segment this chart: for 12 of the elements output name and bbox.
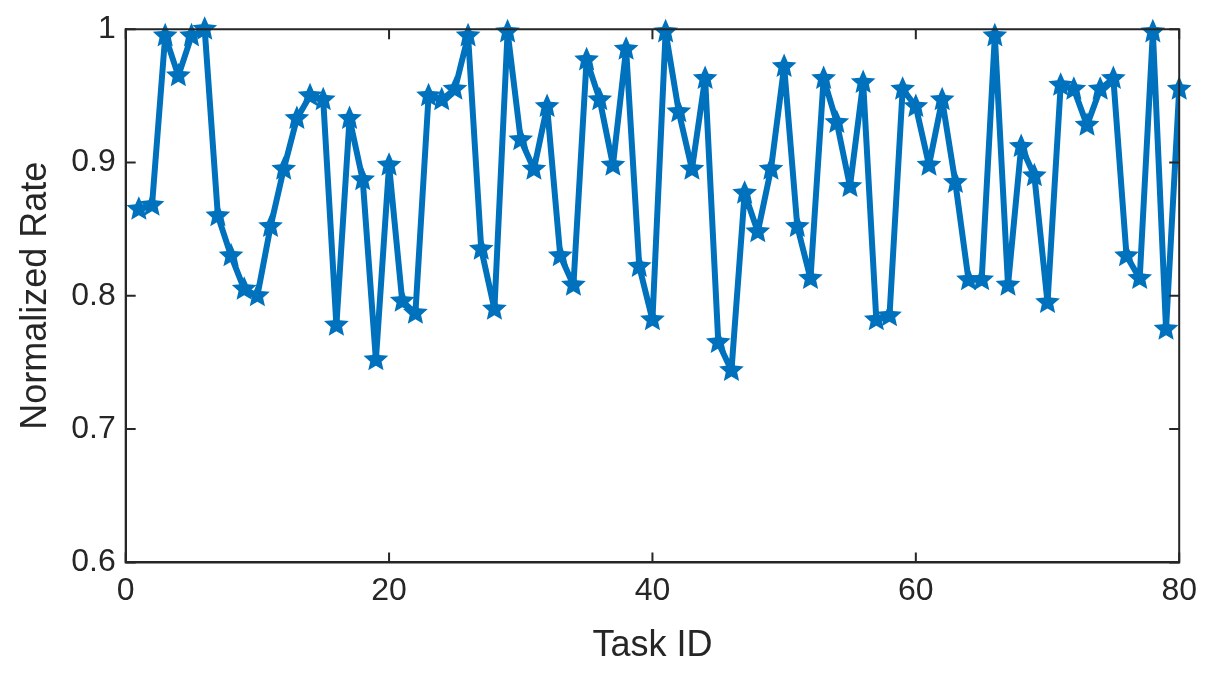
- x-tick-label: 60: [898, 571, 934, 608]
- x-tick-label: 0: [116, 571, 135, 608]
- y-tick-label: 0.8: [71, 275, 116, 312]
- y-tick-label: 1: [97, 9, 116, 46]
- x-axis-title: Task ID: [592, 623, 713, 665]
- x-tick-label: 80: [1161, 571, 1197, 608]
- y-tick-label: 0.7: [71, 408, 116, 445]
- y-tick-label: 0.9: [71, 142, 116, 179]
- y-tick-label: 0.6: [71, 542, 116, 579]
- x-tick-label: 20: [371, 571, 407, 608]
- y-axis-title: Normalized Rate: [12, 161, 54, 430]
- x-tick-label: 40: [634, 571, 671, 608]
